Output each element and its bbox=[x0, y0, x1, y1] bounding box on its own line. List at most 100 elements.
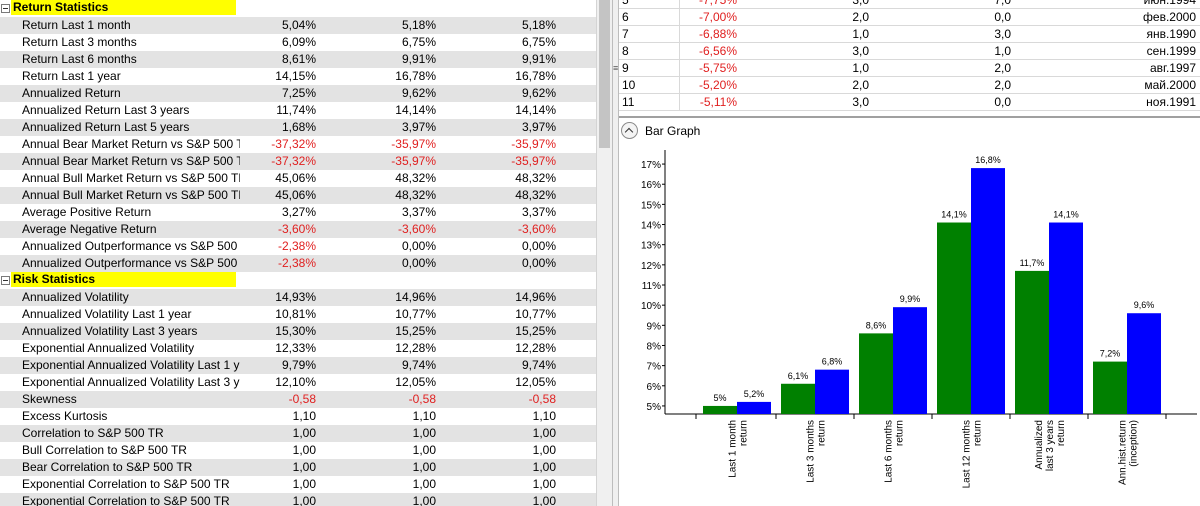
stat-row[interactable]: Return Last 6 months 8,61% 9,91% 9,91% bbox=[0, 51, 596, 68]
stat-row[interactable]: Exponential Correlation to S&P 500 TR 1,0… bbox=[0, 476, 596, 493]
stat-value: 10,77% bbox=[515, 307, 556, 321]
stat-row[interactable]: Return Last 1 year 14,15% 16,78% 16,78% bbox=[0, 68, 596, 85]
stat-value: 1,00 bbox=[292, 477, 316, 491]
stat-row[interactable]: Skewness -0,58 -0,58 -0,58 bbox=[0, 391, 596, 408]
panel-splitter[interactable]: ≡ bbox=[612, 0, 619, 506]
stat-row[interactable]: Annualized Outperformance vs S&P 500 -2,3… bbox=[0, 238, 596, 255]
rank-cell: 11 bbox=[622, 95, 635, 109]
stat-value: 10,77% bbox=[395, 307, 436, 321]
scrollbar-thumb[interactable] bbox=[599, 0, 610, 148]
x-category-label: last 3 years bbox=[1045, 420, 1056, 471]
stat-value: 45,06% bbox=[275, 171, 316, 185]
y-tick-label: 16% bbox=[641, 180, 661, 191]
table-row[interactable]: 9 -5,75% 1,0 2,0 авг.1997 bbox=[619, 60, 1200, 77]
stat-row[interactable]: Annualized Return 7,25% 9,62% 9,62% bbox=[0, 85, 596, 102]
bar-data-label: 8,6% bbox=[866, 320, 887, 330]
stat-row[interactable]: Annualized Volatility Last 3 years 15,30%… bbox=[0, 323, 596, 340]
stat-value: 9,91% bbox=[521, 52, 556, 66]
stat-row[interactable]: Annualized Outperformance vs S&P 500 -2,3… bbox=[0, 255, 596, 272]
stat-value: 1,00 bbox=[532, 426, 556, 440]
minus-box-icon[interactable] bbox=[1, 4, 10, 13]
stat-value: 5,18% bbox=[521, 18, 556, 32]
x-category-label: return bbox=[973, 420, 984, 446]
rank-cell: 9 bbox=[622, 61, 629, 75]
drawdown-cell: -5,75% bbox=[698, 61, 737, 75]
table-row[interactable]: 8 -6,56% 3,0 1,0 сен.1999 bbox=[619, 43, 1200, 60]
minus-box-icon[interactable] bbox=[1, 276, 10, 285]
stat-row[interactable]: Correlation to S&P 500 TR 1,00 1,00 1,00 bbox=[0, 425, 596, 442]
stat-value: -0,58 bbox=[408, 392, 436, 406]
stat-value: 9,74% bbox=[401, 358, 436, 372]
rank-cell: 5 bbox=[622, 0, 629, 7]
table-row[interactable]: 5 -7,75% 3,0 7,0 июн.1994 bbox=[619, 0, 1200, 9]
stat-label: Annual Bull Market Return vs S&P 500 TF bbox=[22, 171, 240, 185]
stat-row[interactable]: Average Negative Return -3,60% -3,60% -3,60… bbox=[0, 221, 596, 238]
bar-data-label: 5,2% bbox=[744, 389, 765, 399]
stat-row[interactable]: Average Positive Return 3,27% 3,37% 3,37% bbox=[0, 204, 596, 221]
stat-row[interactable]: Annualized Return Last 3 years 11,74% 14,1… bbox=[0, 102, 596, 119]
value-cell: 0,0 bbox=[994, 10, 1011, 24]
stat-value: 3,37% bbox=[401, 205, 436, 219]
stat-value: 3,97% bbox=[521, 120, 556, 134]
stat-value: 3,27% bbox=[281, 205, 316, 219]
stat-row[interactable]: Exponential Annualized Volatility Last 1… bbox=[0, 357, 596, 374]
stat-label: Bear Correlation to S&P 500 TR bbox=[22, 460, 193, 474]
table-row[interactable]: 10 -5,20% 2,0 2,0 май.2000 bbox=[619, 77, 1200, 94]
stat-row[interactable]: Return Last 3 months 6,09% 6,75% 6,75% bbox=[0, 34, 596, 51]
stat-row[interactable]: Bear Correlation to S&P 500 TR 1,00 1,00 1,… bbox=[0, 459, 596, 476]
date-cell: май.2000 bbox=[1144, 78, 1196, 92]
stat-label: Exponential Annualized Volatility Last 3… bbox=[22, 375, 240, 389]
statistics-scrollbar[interactable] bbox=[596, 0, 612, 506]
table-row[interactable]: 6 -7,00% 2,0 0,0 фев.2000 bbox=[619, 9, 1200, 26]
stat-value: 12,05% bbox=[515, 375, 556, 389]
date-cell: ноя.1991 bbox=[1146, 95, 1196, 109]
stat-value: 1,00 bbox=[412, 443, 436, 457]
date-cell: янв.1990 bbox=[1146, 27, 1196, 41]
table-row[interactable]: 7 -6,88% 1,0 3,0 янв.1990 bbox=[619, 26, 1200, 43]
stat-value: 12,10% bbox=[275, 375, 316, 389]
stat-row[interactable]: Bull Correlation to S&P 500 TR 1,00 1,00 1,… bbox=[0, 442, 596, 459]
stat-label: Return Last 3 months bbox=[22, 35, 137, 49]
section-header[interactable]: Risk Statistics bbox=[0, 272, 596, 289]
stat-value: 16,78% bbox=[395, 69, 436, 83]
stat-row[interactable]: Annualized Volatility 14,93% 14,96% 14,96% bbox=[0, 289, 596, 306]
stat-row[interactable]: Exponential Correlation to S&P 500 TR 1,0… bbox=[0, 493, 596, 506]
stat-value: 1,00 bbox=[532, 460, 556, 474]
stat-row[interactable]: Exponential Annualized Volatility Last 3… bbox=[0, 374, 596, 391]
value-cell: 2,0 bbox=[852, 10, 869, 24]
y-tick-label: 15% bbox=[641, 200, 661, 211]
column-divider bbox=[679, 77, 680, 94]
stat-row[interactable]: Annual Bear Market Return vs S&P 500 TI -… bbox=[0, 136, 596, 153]
stat-label: Skewness bbox=[22, 392, 77, 406]
stat-label: Correlation to S&P 500 TR bbox=[22, 426, 164, 440]
stat-row[interactable]: Annualized Volatility Last 1 year 10,81% 1… bbox=[0, 306, 596, 323]
stat-row[interactable]: Annual Bear Market Return vs S&P 500 TI -… bbox=[0, 153, 596, 170]
stat-row[interactable]: Excess Kurtosis 1,10 1,10 1,10 bbox=[0, 408, 596, 425]
stat-value: 14,14% bbox=[395, 103, 436, 117]
section-header[interactable]: Return Statistics bbox=[0, 0, 596, 17]
stat-value: 8,61% bbox=[281, 52, 316, 66]
stat-row[interactable]: Annual Bull Market Return vs S&P 500 TF 4… bbox=[0, 170, 596, 187]
stat-value: 12,33% bbox=[275, 341, 316, 355]
stat-row[interactable]: Annual Bull Market Return vs S&P 500 TF 4… bbox=[0, 187, 596, 204]
stat-label: Exponential Annualized Volatility Last 1… bbox=[22, 358, 240, 372]
stat-row[interactable]: Exponential Annualized Volatility 12,33% 1… bbox=[0, 340, 596, 357]
value-cell: 3,0 bbox=[852, 44, 869, 58]
stat-value: -35,97% bbox=[391, 137, 436, 151]
stat-value: 11,74% bbox=[276, 103, 316, 117]
stat-row[interactable]: Annualized Return Last 5 years 1,68% 3,97%… bbox=[0, 119, 596, 136]
stat-value: 9,79% bbox=[281, 358, 316, 372]
x-category-label: return bbox=[817, 420, 828, 446]
chevron-up-icon[interactable] bbox=[621, 122, 638, 139]
bar-data-label: 11,7% bbox=[1020, 258, 1045, 268]
y-tick-label: 11% bbox=[642, 281, 661, 292]
stat-value: 12,28% bbox=[515, 341, 556, 355]
x-category-label: Last 1 month bbox=[728, 420, 739, 478]
stat-value: -37,32% bbox=[271, 137, 316, 151]
table-row[interactable]: 11 -5,11% 3,0 0,0 ноя.1991 bbox=[619, 94, 1200, 111]
stat-row[interactable]: Return Last 1 month 5,04% 5,18% 5,18% bbox=[0, 17, 596, 34]
value-cell: 2,0 bbox=[852, 78, 869, 92]
stat-value: 48,32% bbox=[515, 171, 556, 185]
x-category-label: Last 12 months bbox=[962, 420, 973, 488]
bar bbox=[781, 383, 815, 414]
